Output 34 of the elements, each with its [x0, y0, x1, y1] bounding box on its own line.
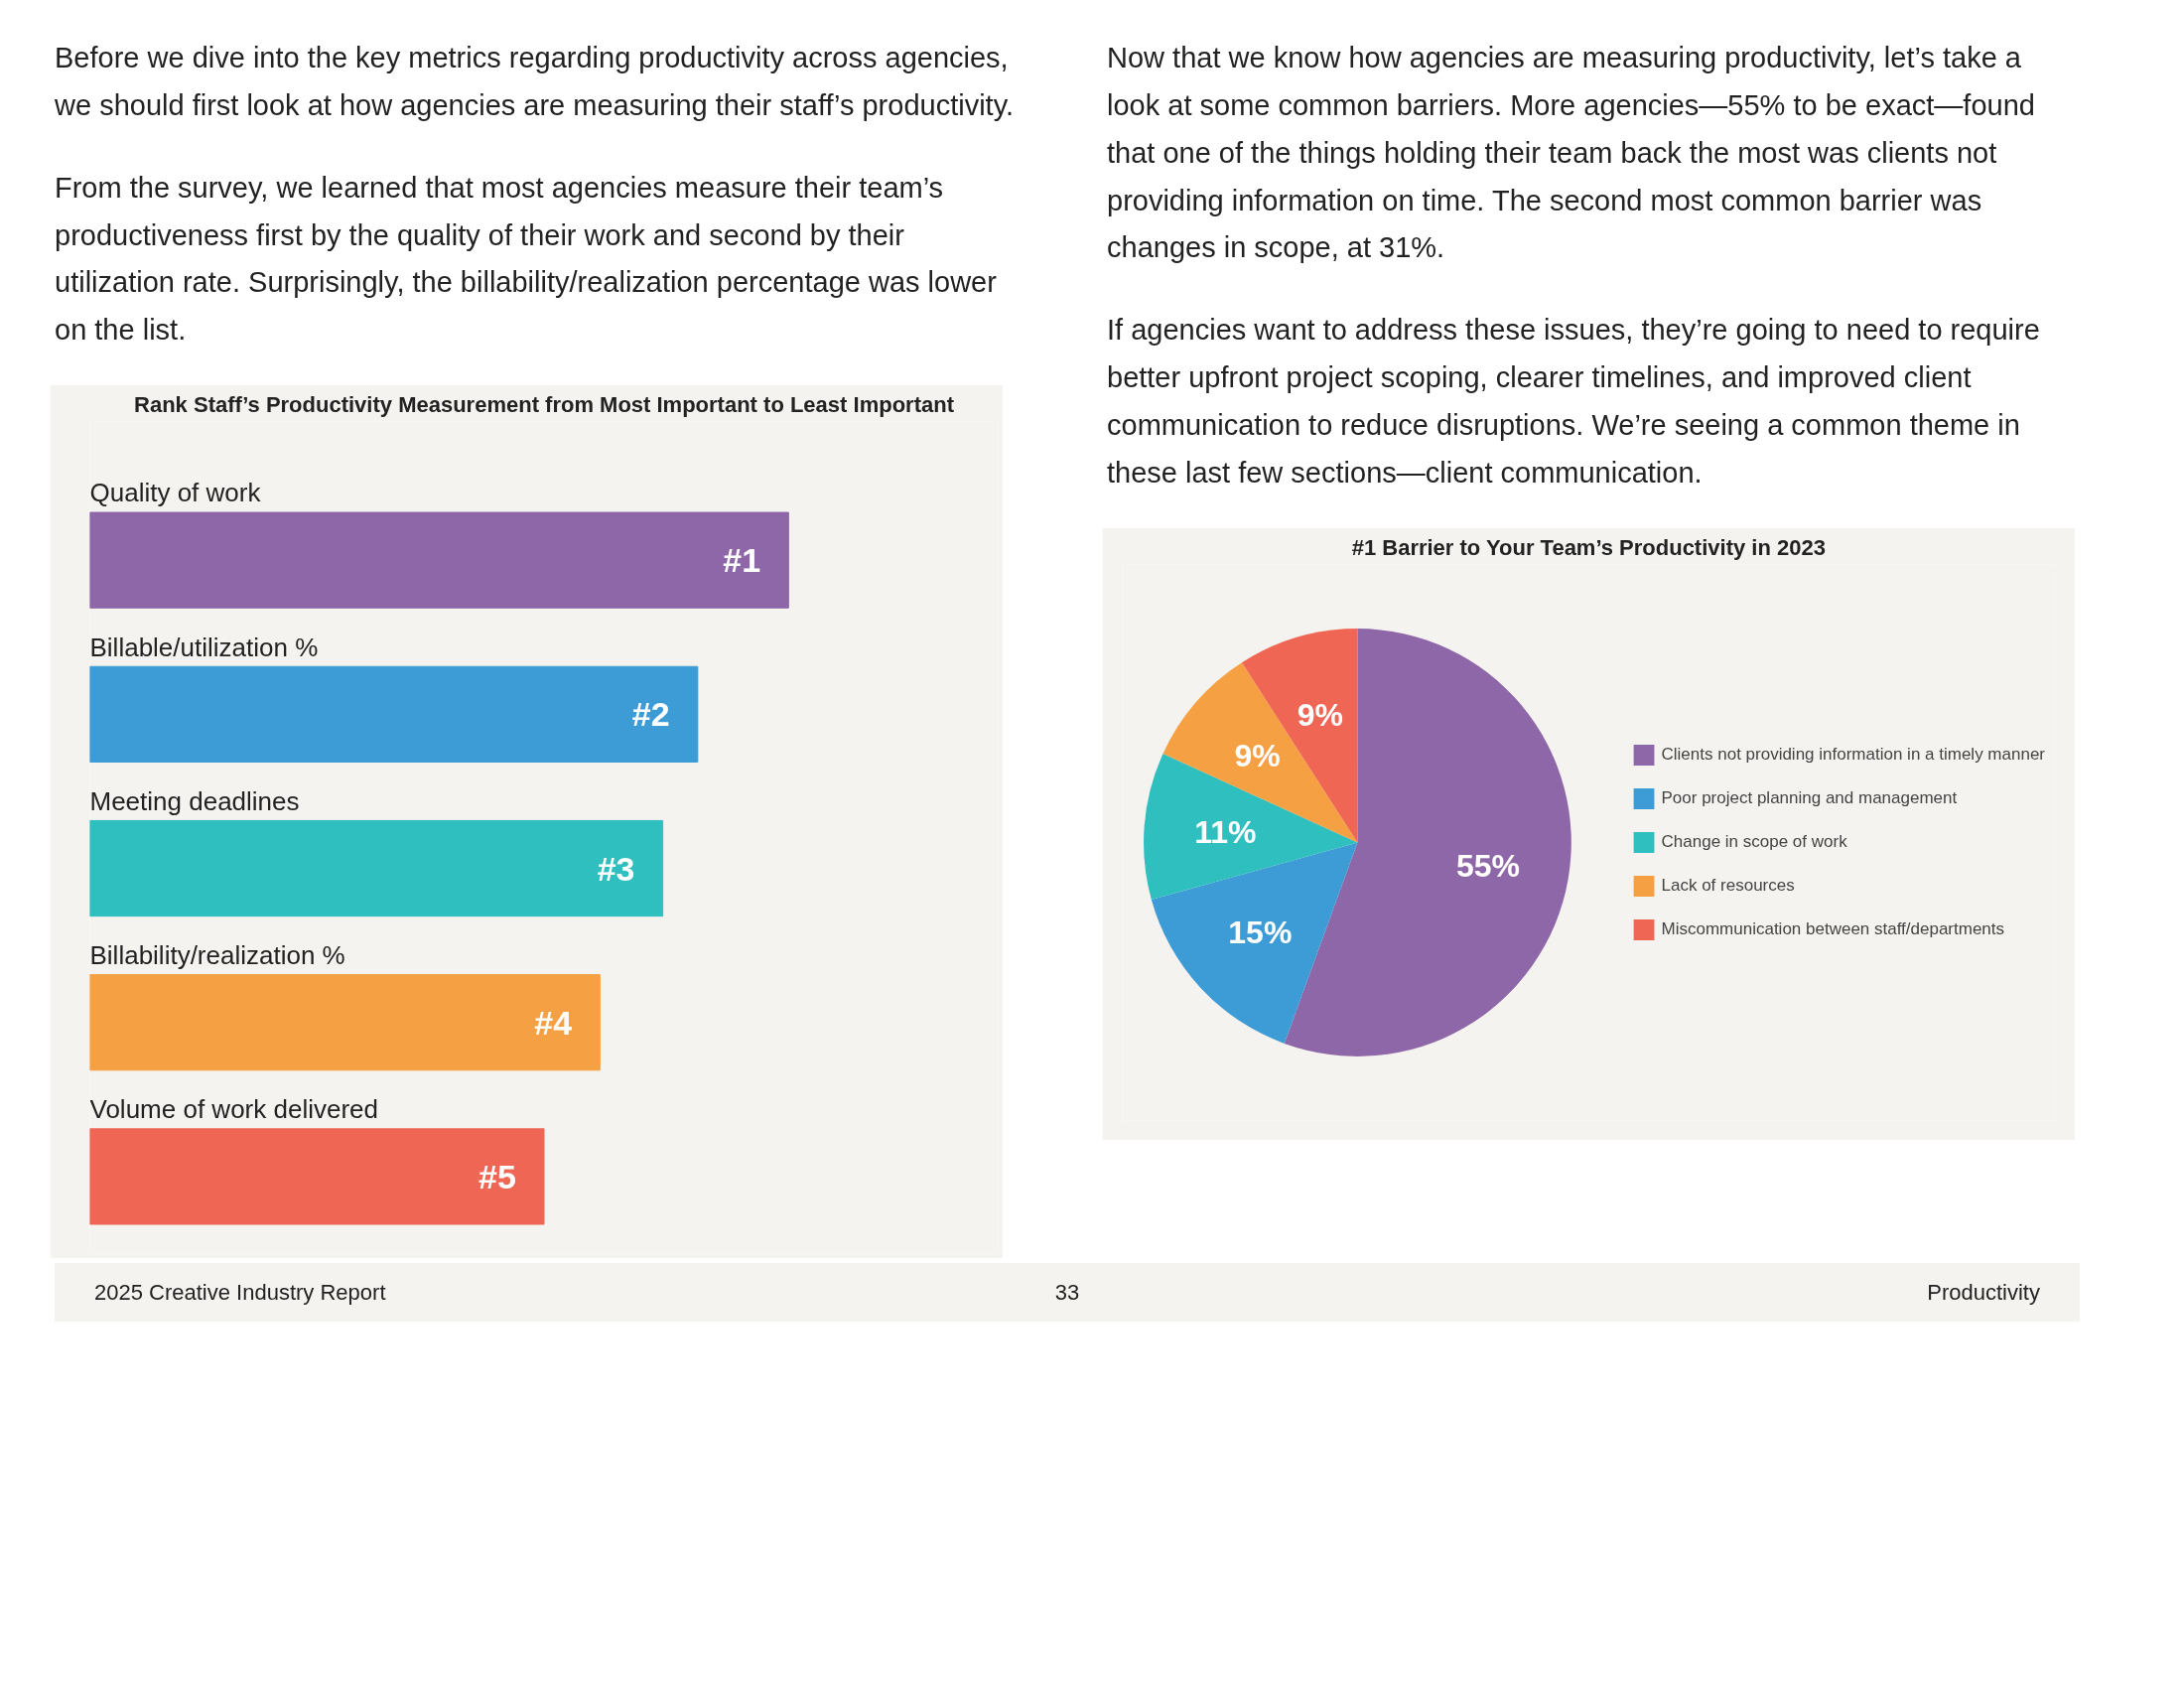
bar: [89, 819, 664, 917]
data-label: 9%: [1297, 696, 1343, 733]
legend-label: Lack of resources: [1661, 875, 1795, 896]
chart-title: Rank Staff’s Productivity Measurement from Most Important to Least Important: [134, 391, 955, 417]
text: 33: [1053, 1279, 1081, 1308]
annotation: #5: [478, 1157, 516, 1196]
annotation: #4: [534, 1003, 573, 1042]
data-label: 55%: [1455, 847, 1520, 884]
text: Productivity: [1926, 1279, 2040, 1308]
text: If agencies want to address these issues, they’re going to need to require better upfront project scoping, clearer timelines, and improved client communication to reduce disruptions. We’re seeing a common theme in these last few sections—client communication.: [1107, 313, 2041, 491]
text: 2025 Creative Industry Report: [94, 1279, 387, 1308]
legend-label: Miscommunication between staff/departments: [1661, 918, 2005, 939]
y-tick-label: Meeting deadlines: [89, 785, 300, 816]
data-label: 9%: [1234, 737, 1281, 774]
y-tick-label: Volume of work delivered: [89, 1094, 378, 1125]
text: Now that we know how agencies are measuring productivity, let’s take a look at some common barriers. More agencies—55% to be exact—found that one of the things holding their team back the most was clients not providing information on time. The second most common barrier was changes in scope, at 31%.: [1107, 41, 2036, 266]
text: Before we dive into the key metrics regarding productivity across agencies, we should first look at how agencies are measuring their staff’s productivity.: [55, 41, 1016, 123]
bar: [89, 974, 601, 1071]
annotation: #2: [631, 695, 670, 734]
y-tick-label: Billable/utilization %: [89, 632, 319, 662]
bar: [89, 665, 699, 764]
annotation: #3: [597, 849, 635, 888]
data-label: 11%: [1194, 813, 1257, 850]
bar: [89, 511, 789, 609]
legend-label: Change in scope of work: [1661, 831, 1847, 852]
y-tick-label: Quality of work: [89, 478, 262, 508]
text: From the survey, we learned that most agencies measure their team’s productiveness first by the quality of their work and second by their utilization rate. Surprisingly, the billability/realization percentage was lower on the list.: [55, 170, 998, 349]
annotation: #1: [723, 541, 761, 580]
legend-label: Clients not providing information in a timely manner: [1661, 744, 2045, 765]
y-tick-label: Billability/realization %: [89, 940, 345, 971]
bar: [89, 1128, 545, 1225]
data-label: 15%: [1228, 914, 1293, 950]
chart-title: #1 Barrier to Your Team’s Productivity in 2023: [1351, 534, 1826, 560]
legend-label: Poor project planning and management: [1661, 787, 1958, 808]
